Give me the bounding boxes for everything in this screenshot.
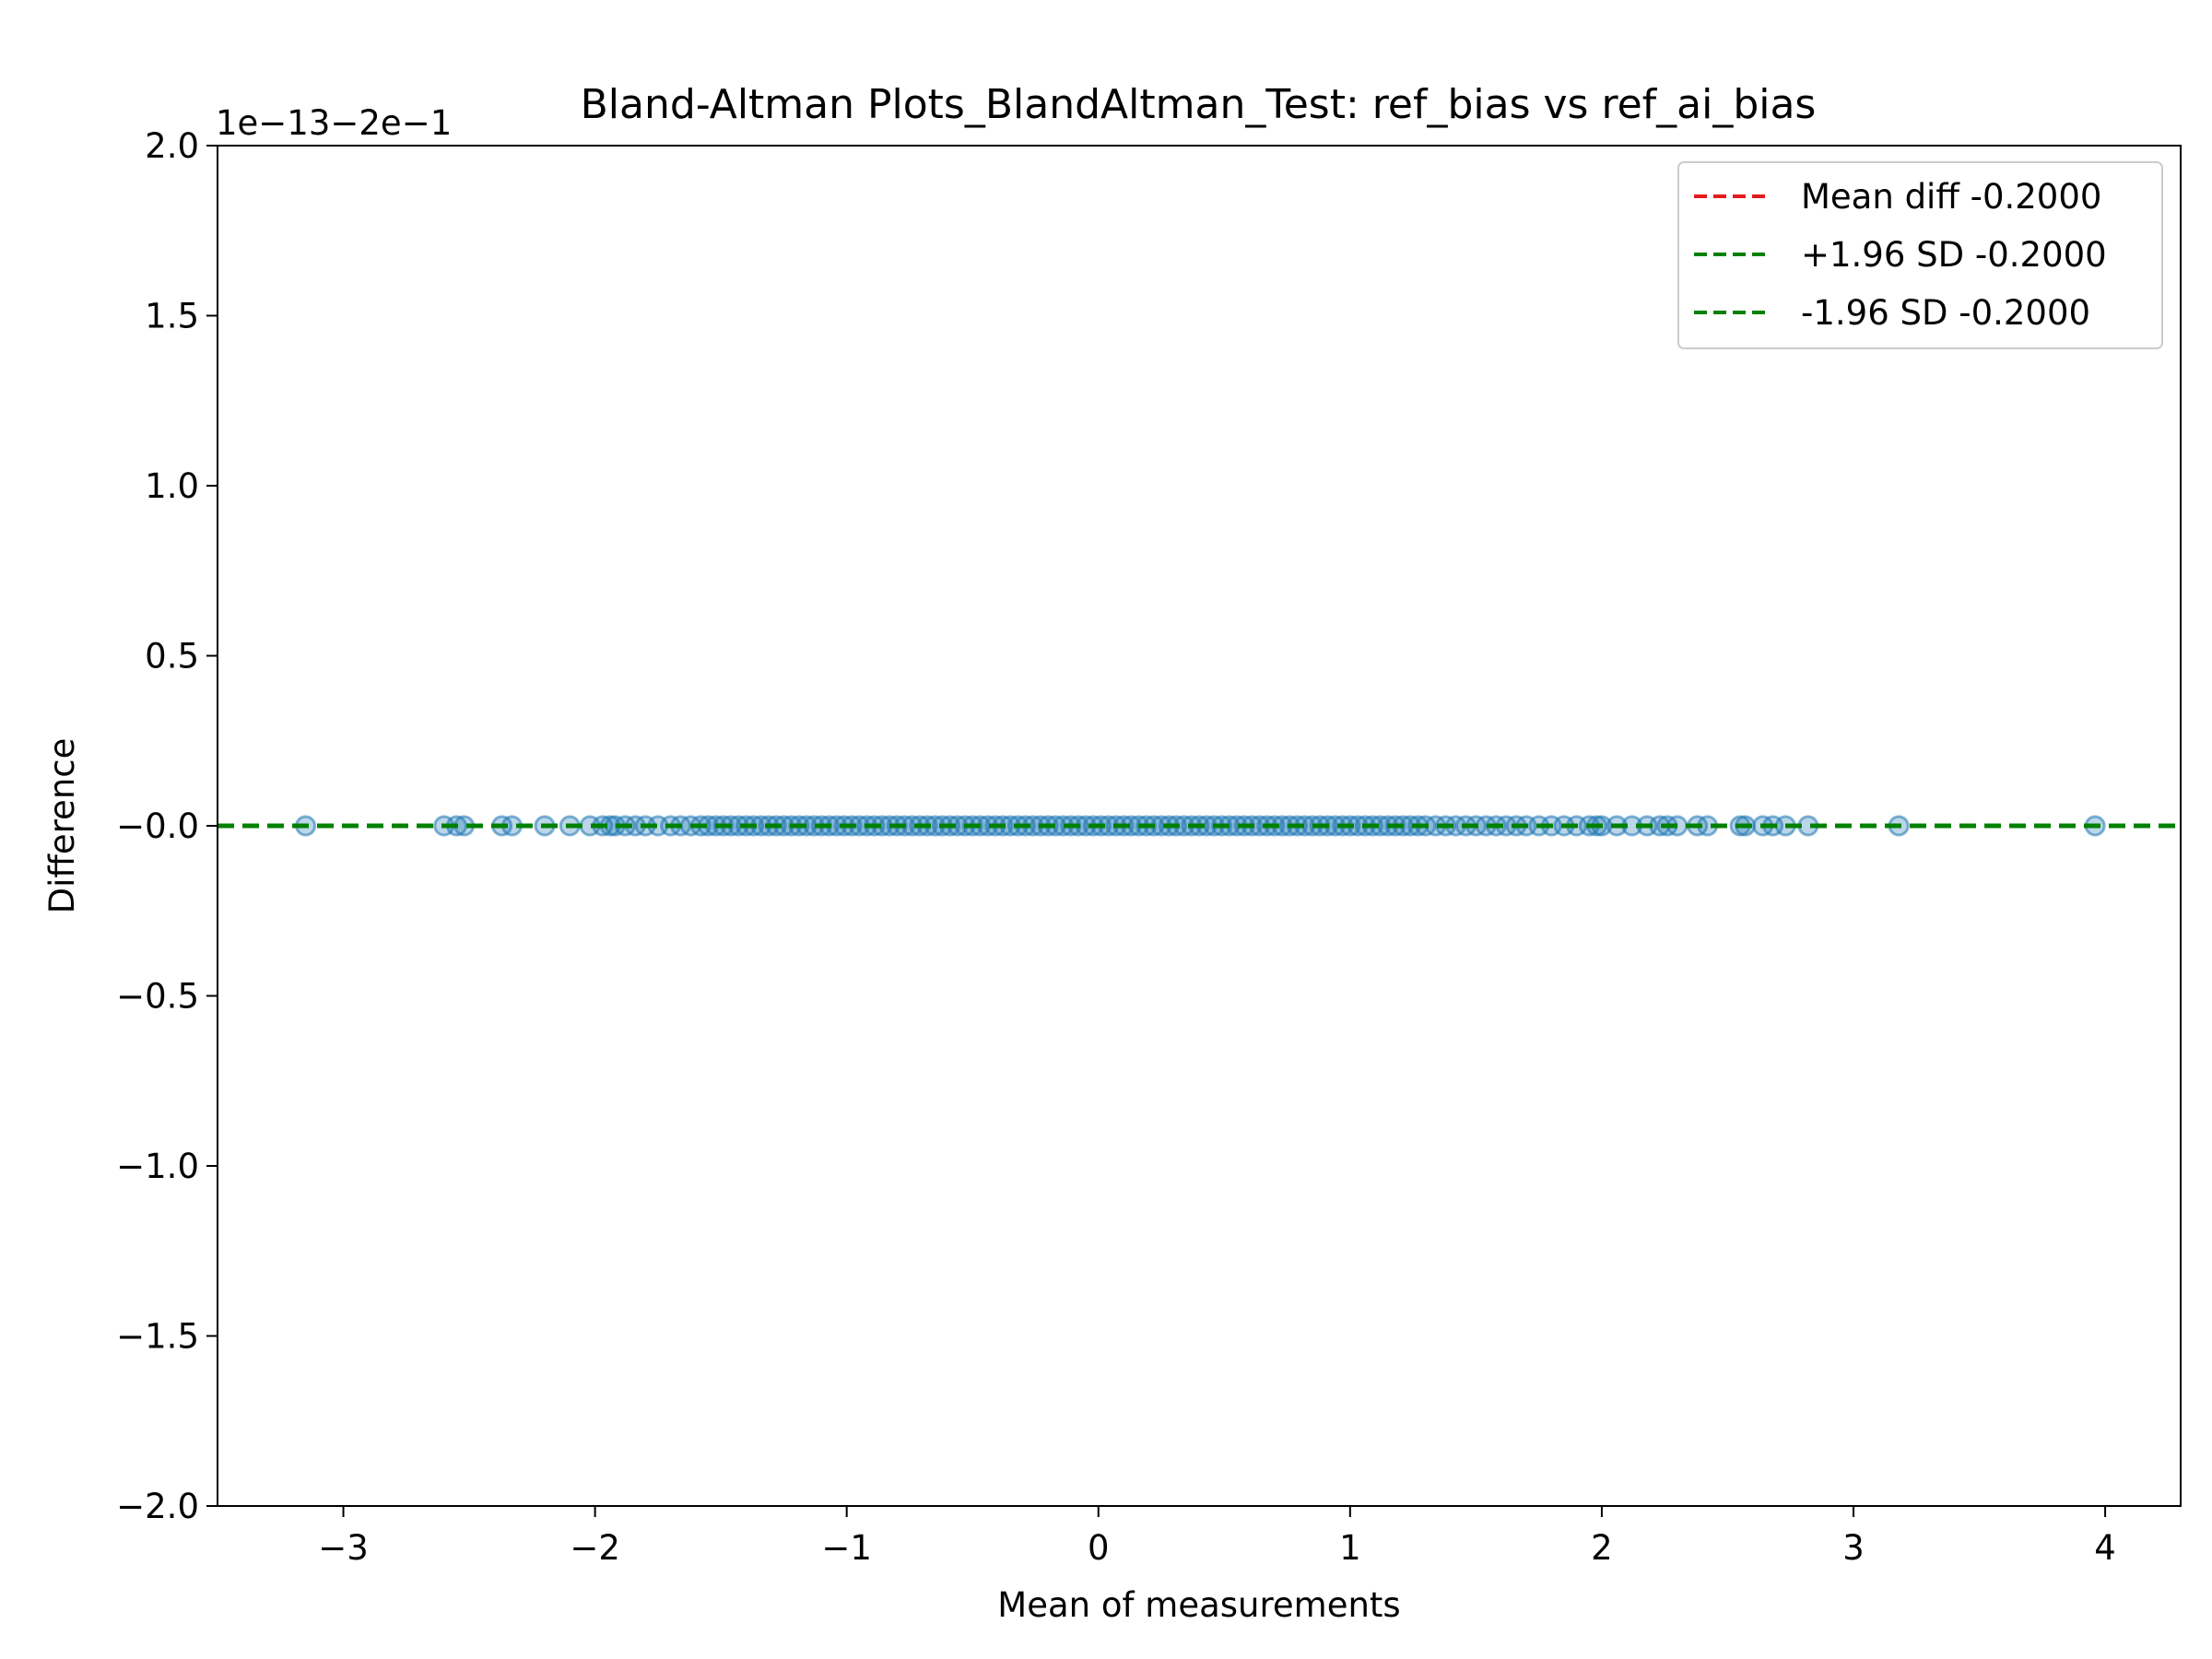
x-tick-label: −2 — [570, 1528, 620, 1568]
x-ticks: −3 −2 −1 0 1 2 3 4 — [318, 1506, 2116, 1568]
legend-label-upper-sd: +1.96 SD -0.2000 — [1801, 235, 2107, 275]
x-tick-label: 3 — [1842, 1528, 1865, 1568]
x-tick-label: 1 — [1339, 1528, 1361, 1568]
legend-label-lower-sd: -1.96 SD -0.2000 — [1801, 293, 2090, 333]
plot-area — [218, 815, 2181, 837]
y-tick-label: −1.5 — [116, 1317, 199, 1357]
y-tick-label: −0.0 — [116, 806, 199, 846]
legend: Mean diff -0.2000 +1.96 SD -0.2000 -1.96… — [1677, 161, 2163, 349]
legend-box — [1677, 161, 2163, 349]
y-tick-label: −2.0 — [116, 1487, 199, 1526]
chart-title: Bland-Altman Plots_BlandAltman_Test: ref… — [581, 81, 1817, 128]
y-tick-label: −0.5 — [116, 977, 199, 1017]
x-tick-label: −3 — [318, 1528, 369, 1568]
y-offset-label: 1e−13−2e−1 — [216, 103, 452, 143]
x-axis-label: Mean of measurements — [997, 1585, 1400, 1625]
y-tick-label: 1.5 — [145, 297, 199, 336]
x-tick-label: 0 — [1088, 1528, 1110, 1568]
legend-label-mean-diff: Mean diff -0.2000 — [1801, 177, 2101, 217]
axes-frame — [217, 145, 2182, 1507]
y-axis-label: Difference — [42, 738, 82, 914]
y-ticks: −2.0 −1.5 −1.0 −0.5 −0.0 0.5 1.0 1.5 2.0 — [116, 126, 218, 1526]
y-tick-label: 1.0 — [145, 466, 199, 506]
x-tick-label: 4 — [2094, 1528, 2116, 1568]
x-tick-label: 2 — [1591, 1528, 1613, 1568]
x-tick-label: −1 — [821, 1528, 872, 1568]
y-tick-label: 0.5 — [145, 637, 199, 677]
y-tick-label: −1.0 — [116, 1147, 199, 1186]
y-tick-label: 2.0 — [145, 126, 199, 166]
